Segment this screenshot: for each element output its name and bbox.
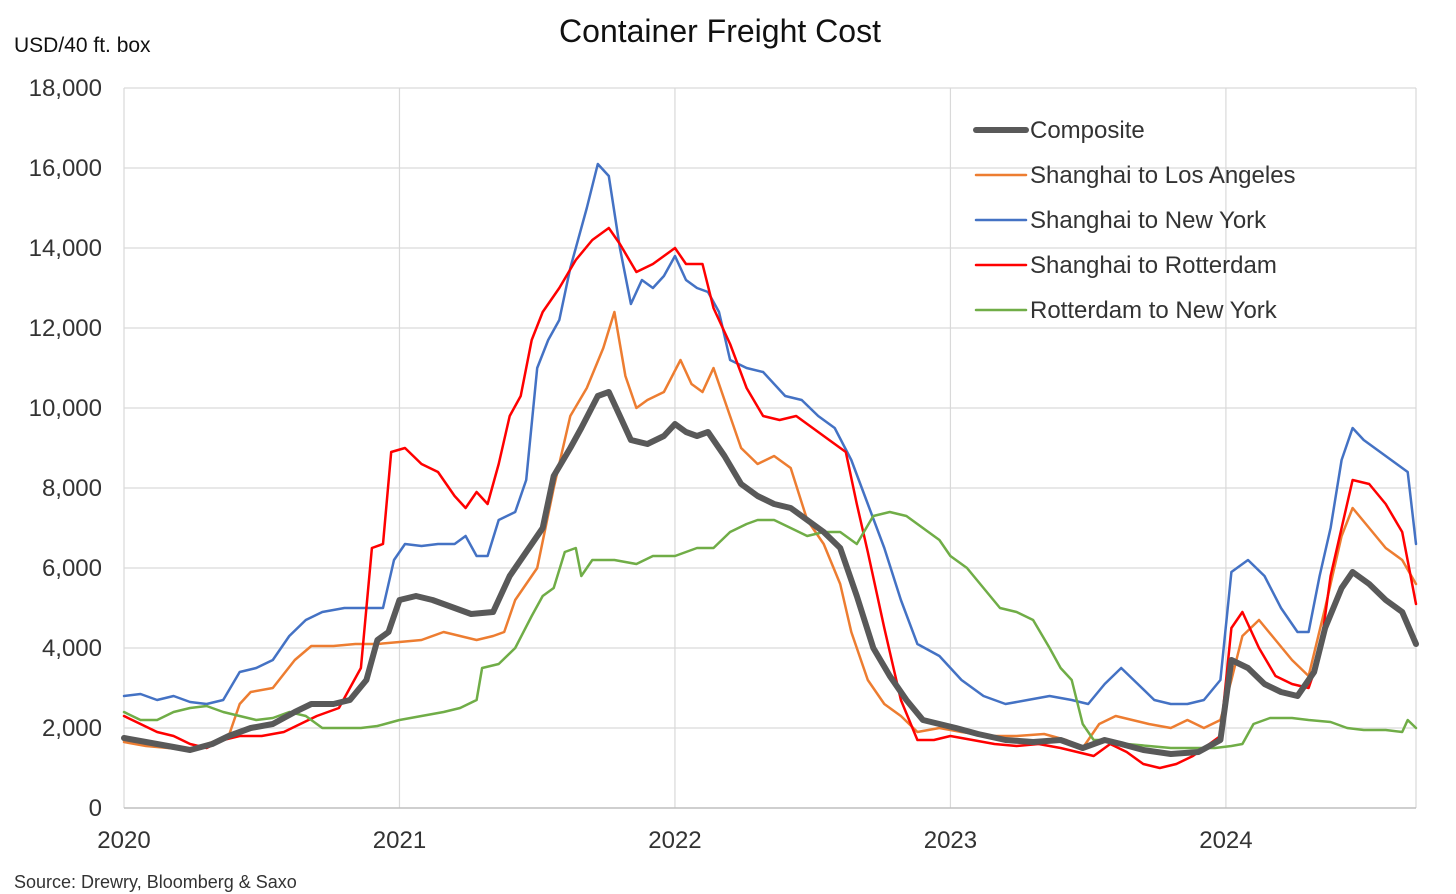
legend-label: Shanghai to Rotterdam (1030, 252, 1277, 279)
x-tick-label: 2023 (924, 827, 977, 854)
legend-label: Shanghai to New York (1030, 207, 1267, 234)
y-axis-unit-label: USD/40 ft. box (14, 34, 151, 57)
y-tick-label: 6,000 (42, 555, 102, 582)
y-tick-label: 16,000 (29, 155, 102, 182)
y-tick-label: 14,000 (29, 235, 102, 262)
legend-label: Composite (1030, 117, 1145, 144)
y-tick-label: 4,000 (42, 635, 102, 662)
y-tick-label: 12,000 (29, 315, 102, 342)
x-tick-label: 2021 (373, 827, 426, 854)
axes: 0 2,000 4,000 6,000 8,000 10,000 12,000 14,000 1… (29, 75, 1416, 854)
y-tick-label: 18,000 (29, 75, 102, 102)
series-line-composite (121, 389, 1419, 757)
series-line-shanghai-to-new-york (122, 162, 1418, 706)
x-tick-label: 2020 (97, 827, 150, 854)
gridlines (123, 87, 1417, 808)
y-tick-label: 8,000 (42, 475, 102, 502)
series-lines (121, 162, 1419, 770)
chart-title: Container Freight Cost (559, 13, 881, 49)
y-tick-label: 2,000 (42, 715, 102, 742)
source-note: Source: Drewry, Bloomberg & Saxo (14, 872, 297, 892)
y-tick-label: 10,000 (29, 395, 102, 422)
y-tick-label: 0 (89, 795, 102, 822)
legend: Composite Shanghai to Los Angeles Shanghai… (973, 117, 1296, 324)
x-tick-label: 2022 (648, 827, 701, 854)
legend-label: Shanghai to Los Angeles (1030, 162, 1296, 189)
x-tick-label: 2024 (1199, 827, 1252, 854)
legend-label: Rotterdam to New York (1030, 297, 1278, 324)
